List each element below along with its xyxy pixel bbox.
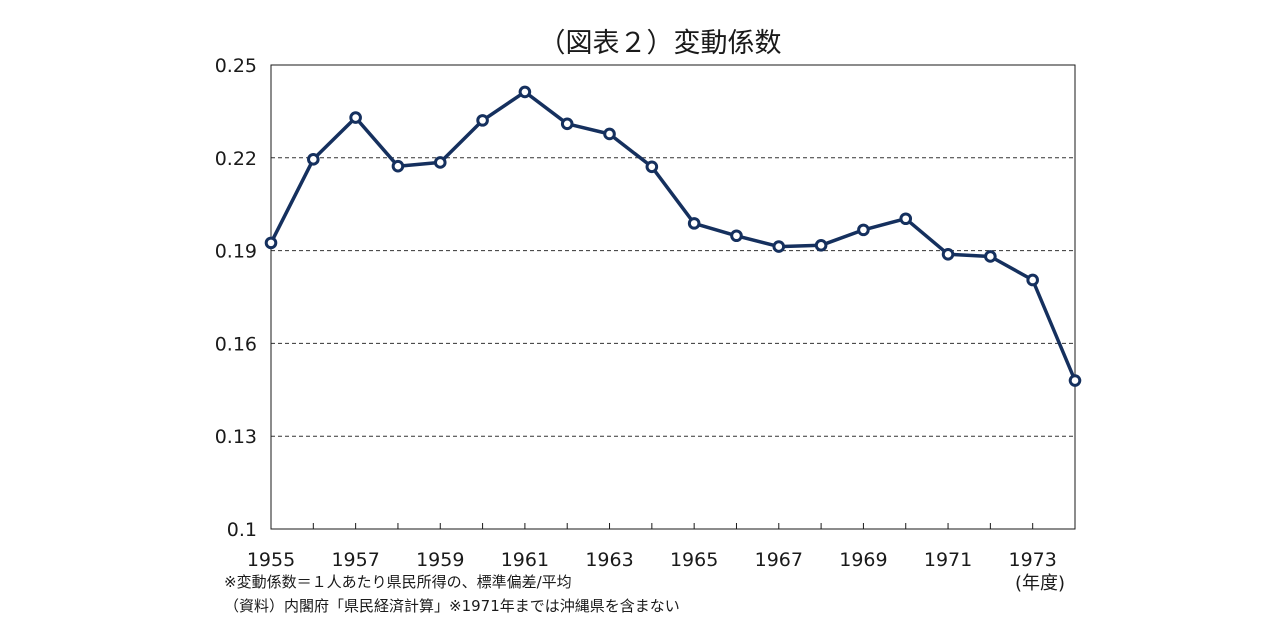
plot-frame — [270, 64, 1076, 530]
x-tick-label: 1963 — [585, 549, 633, 571]
y-tick-label: 0.25 — [215, 55, 257, 77]
y-tick-label: 0.19 — [215, 241, 257, 263]
data-point — [391, 159, 405, 173]
axes: 0.25 0.22 0.19 0.16 0.13 0.1 1955 1957 1959 1961 1… — [215, 55, 1076, 571]
x-tick-label: 1973 — [1009, 549, 1057, 571]
x-tick-label: 1955 — [247, 549, 295, 571]
series-line — [269, 90, 1077, 383]
y-tick-label: 0.16 — [215, 333, 257, 355]
data-point — [264, 236, 278, 250]
x-tick-label: 1957 — [331, 549, 379, 571]
y-tick-label: 0.1 — [227, 519, 257, 541]
x-tick-label: 1959 — [416, 549, 464, 571]
data-point — [730, 229, 743, 243]
y-tick-label: 0.13 — [215, 426, 257, 448]
data-point — [560, 117, 574, 131]
footnote-source: （資料）内閣府「県民経済計算」※1971年までは沖縄県を含まない — [224, 597, 680, 615]
data-point — [984, 250, 997, 263]
data-point — [645, 160, 659, 174]
data-point — [899, 212, 913, 226]
y-tick-label: 0.22 — [215, 148, 257, 170]
x-unit-label: (年度) — [1015, 573, 1065, 594]
x-tick-label: 1965 — [670, 549, 718, 571]
x-tick-label: 1969 — [839, 549, 887, 571]
data-point — [814, 239, 828, 252]
data-point — [687, 217, 701, 230]
chart-title: （図表２）変動係数 — [539, 28, 782, 59]
data-point — [1068, 374, 1082, 387]
data-point — [433, 156, 447, 169]
grid-lines — [271, 157, 1075, 437]
series-layer — [264, 85, 1082, 387]
data-point — [603, 127, 616, 141]
data-point — [476, 114, 489, 127]
data-point — [349, 111, 362, 124]
data-point — [772, 240, 786, 253]
data-point — [857, 223, 870, 237]
x-tick-label: 1971 — [924, 549, 972, 571]
x-tick-label: 1961 — [501, 549, 549, 571]
data-point — [1026, 273, 1039, 287]
data-point — [941, 248, 955, 261]
x-tick-label: 1967 — [755, 549, 803, 571]
data-point — [518, 85, 532, 99]
data-point — [307, 153, 320, 166]
footnote-definition: ※変動係数＝１人あたり県民所得の、標準偏差/平均 — [224, 573, 572, 591]
